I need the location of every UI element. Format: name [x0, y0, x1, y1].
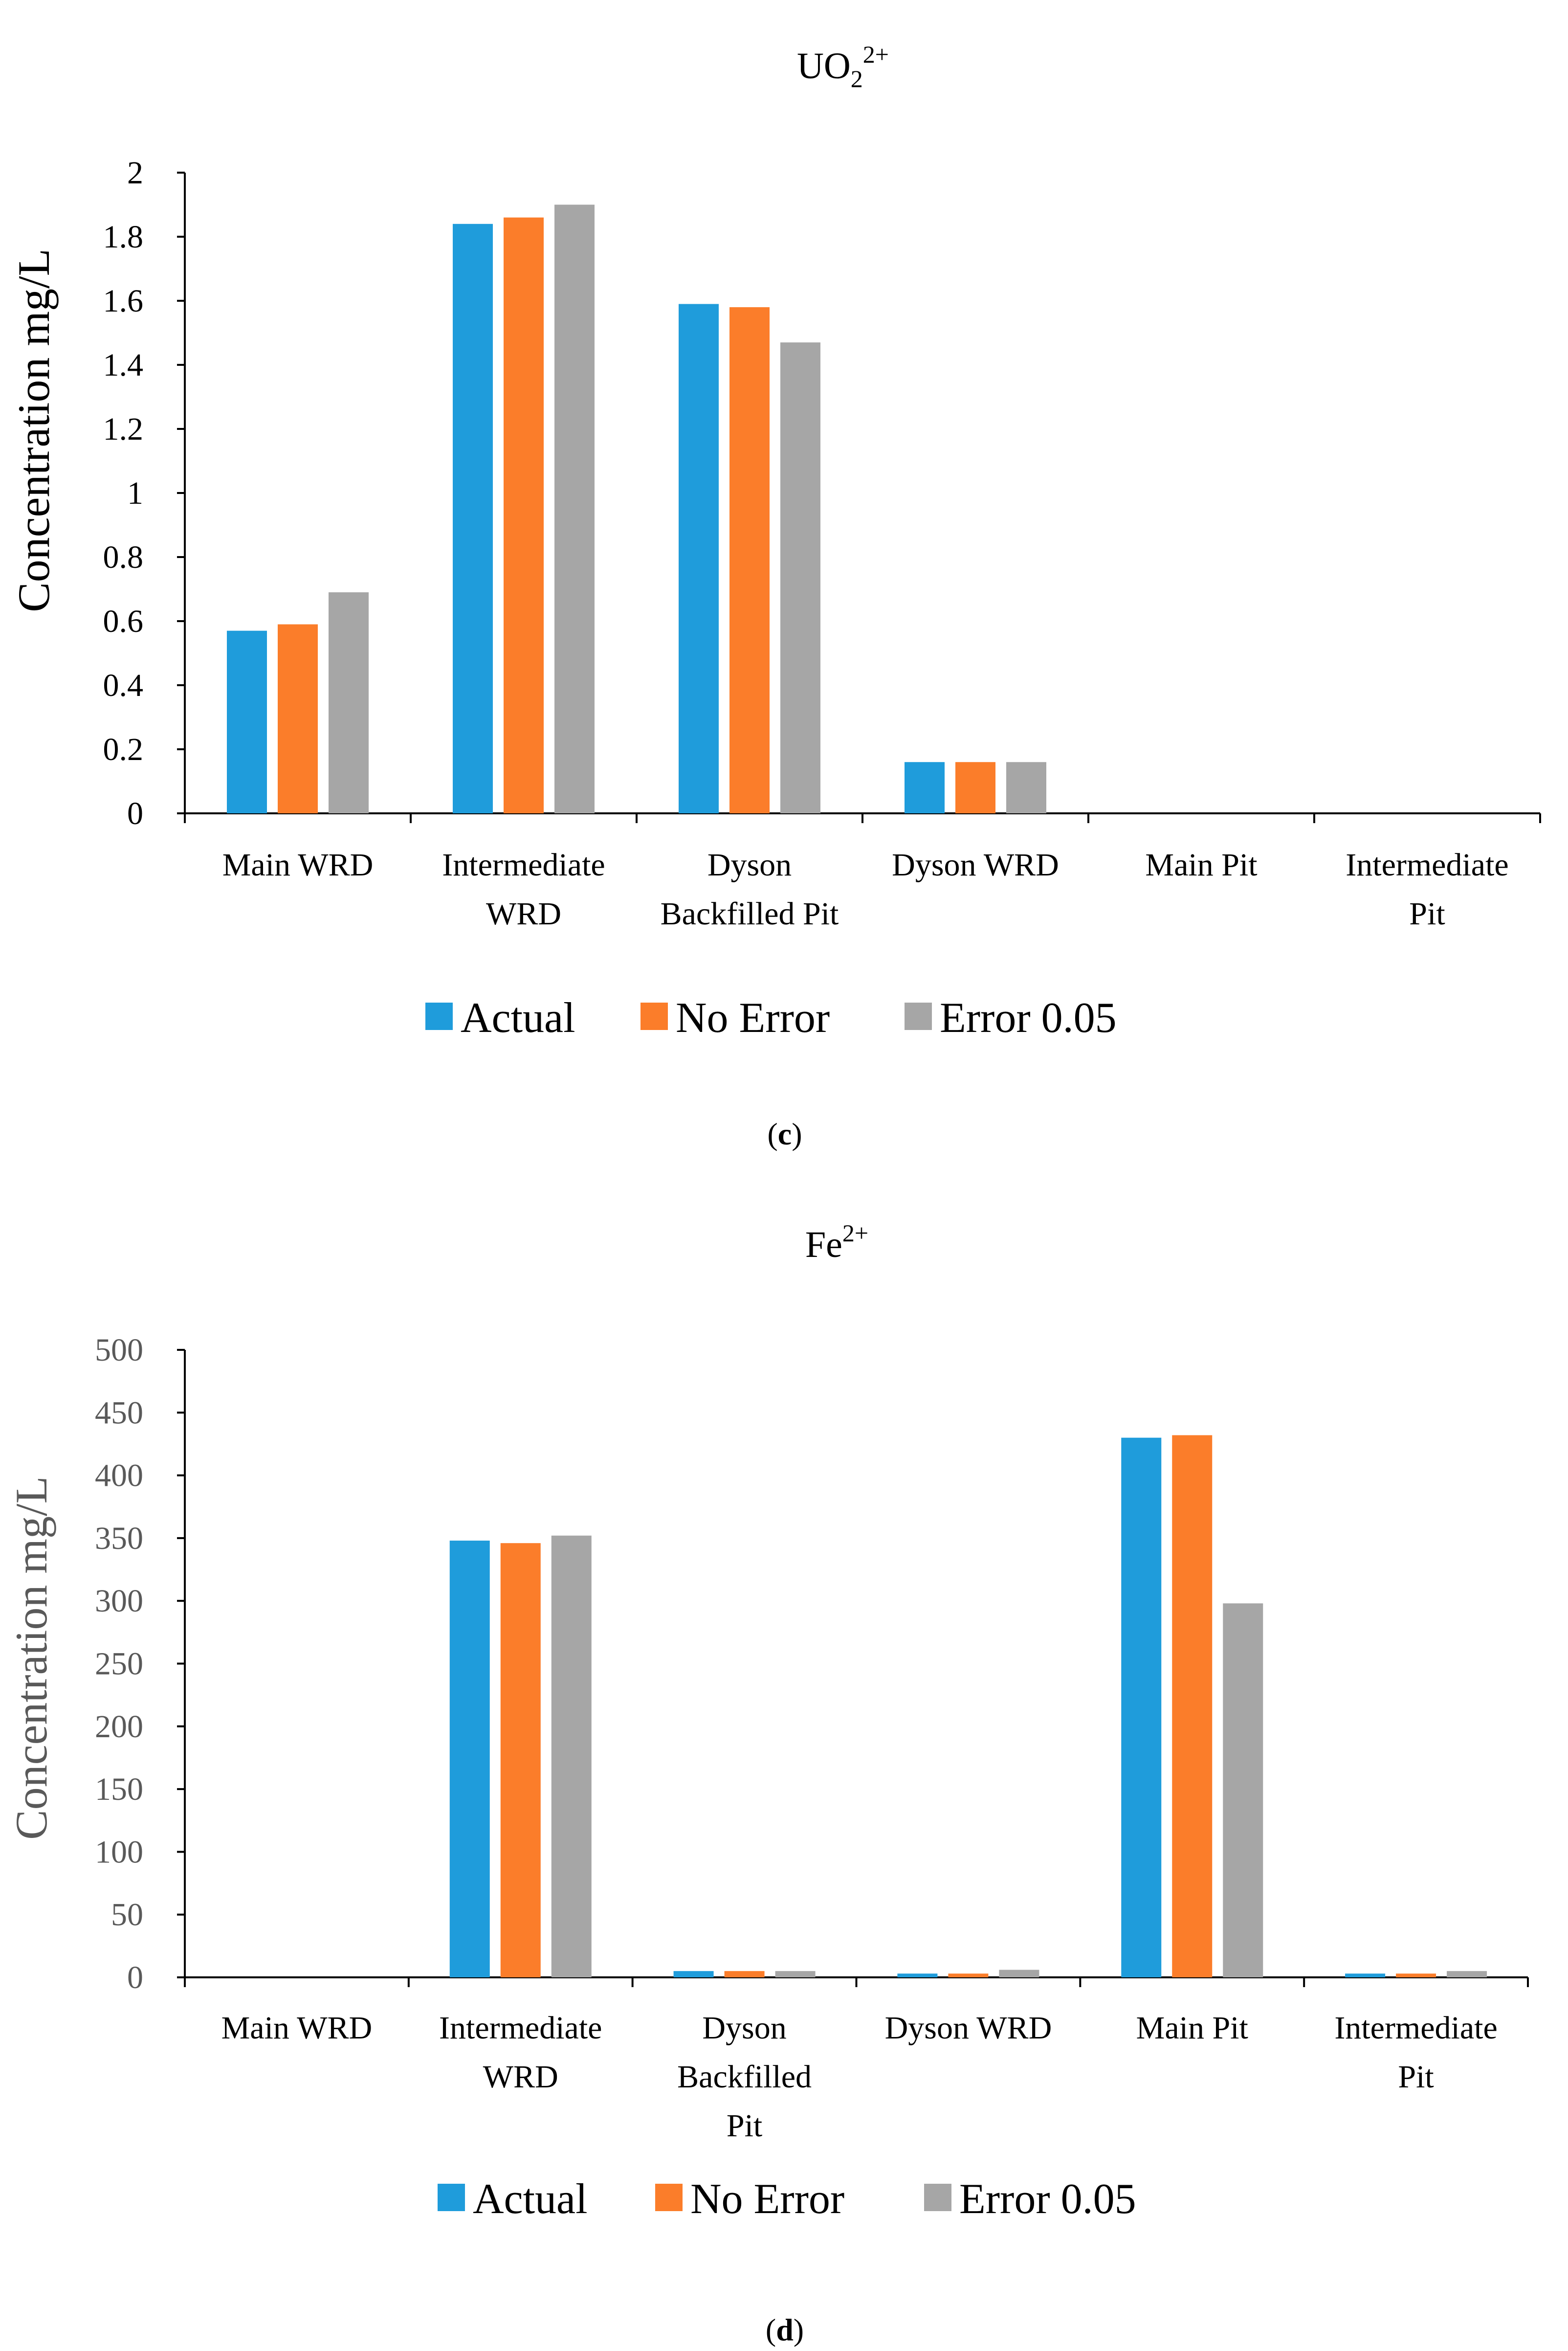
- y-tick-label: 0: [127, 1960, 143, 1995]
- chart-title: Fe2+: [805, 1219, 868, 1265]
- bar-actual: [673, 1971, 714, 1977]
- bar-no-error: [955, 762, 995, 813]
- legend-swatch: [905, 1003, 932, 1030]
- y-tick-label: 50: [111, 1897, 143, 1933]
- y-tick-label: 0.2: [103, 732, 144, 767]
- y-tick-label: 350: [95, 1521, 143, 1556]
- bar-error-0-05: [329, 592, 369, 813]
- legend-label: No Error: [690, 2175, 844, 2223]
- y-tick-label: 150: [95, 1771, 143, 1807]
- y-tick-label: 200: [95, 1709, 143, 1745]
- bar-error-0-05: [999, 1970, 1039, 1977]
- x-category-label: WRD: [486, 896, 561, 932]
- bar-error-0-05: [554, 204, 595, 813]
- legend-label: No Error: [676, 994, 830, 1042]
- bar-error-0-05: [551, 1535, 592, 1977]
- y-tick-label: 400: [95, 1458, 143, 1494]
- legend-label: Actual: [461, 994, 575, 1042]
- bar-error-0-05: [780, 342, 820, 813]
- x-category-label: Main WRD: [222, 847, 374, 883]
- legend-swatch: [924, 2184, 951, 2211]
- x-category-label: Intermediate: [442, 847, 605, 883]
- x-category-label: Intermediate: [1346, 847, 1508, 883]
- x-category-label: Pit: [1409, 896, 1445, 932]
- x-category-label: Pit: [727, 2108, 762, 2144]
- y-tick-label: 250: [95, 1646, 143, 1682]
- y-tick-label: 0.8: [103, 539, 144, 575]
- legend-label: Error 0.05: [940, 994, 1117, 1042]
- bar-actual: [1121, 1437, 1162, 1977]
- y-tick-label: 100: [95, 1834, 143, 1870]
- bar-no-error: [948, 1973, 989, 1977]
- y-axis-label: Concentration mg/L: [6, 1476, 56, 1840]
- x-category-label: WRD: [483, 2059, 558, 2095]
- legend-swatch: [438, 2184, 465, 2211]
- x-category-label: Backfilled Pit: [661, 896, 839, 932]
- bar-no-error: [278, 624, 318, 813]
- y-tick-label: 450: [95, 1395, 143, 1431]
- x-category-label: Backfilled: [677, 2059, 812, 2095]
- y-tick-label: 500: [95, 1332, 143, 1368]
- y-tick-label: 1: [127, 475, 143, 511]
- x-category-label: Dyson WRD: [885, 2010, 1052, 2046]
- y-tick-label: 1.6: [103, 283, 144, 319]
- legend-swatch: [655, 2184, 683, 2211]
- bar-no-error: [1172, 1435, 1213, 1977]
- bar-no-error: [729, 307, 770, 813]
- x-category-label: Dyson: [702, 2010, 786, 2046]
- x-category-label: Intermediate: [1334, 2010, 1497, 2046]
- y-tick-label: 300: [95, 1583, 143, 1619]
- y-tick-label: 1.2: [103, 411, 144, 447]
- bar-actual: [897, 1973, 938, 1977]
- legend-label: Actual: [473, 2175, 588, 2223]
- bar-actual: [905, 762, 945, 813]
- y-tick-label: 0.4: [103, 668, 144, 703]
- bar-actual: [227, 630, 267, 813]
- panel-caption: (d): [766, 2312, 804, 2347]
- y-tick-label: 0.6: [103, 604, 144, 639]
- x-category-label: Main Pit: [1145, 847, 1257, 883]
- x-category-label: Pit: [1398, 2059, 1434, 2095]
- y-tick-label: 0: [127, 796, 143, 831]
- bar-error-0-05: [1006, 762, 1046, 813]
- bar-actual: [1345, 1973, 1386, 1977]
- bar-no-error: [500, 1543, 541, 1977]
- chart-panel-c: UO22+ 0 0.2 0.4 0.6 0.8 1 1.2 1.4 1.6 1.8 2 Concentr…: [9, 41, 1541, 1151]
- bar-no-error: [1396, 1973, 1436, 1977]
- x-category-label: Intermediate: [439, 2010, 602, 2046]
- panel-caption: (c): [767, 1117, 802, 1151]
- bar-actual: [449, 1541, 490, 1977]
- bar-no-error: [504, 217, 544, 814]
- y-tick-label: 1.8: [103, 219, 144, 255]
- x-category-label: Dyson WRD: [892, 847, 1059, 883]
- bar-actual: [453, 224, 493, 813]
- bar-error-0-05: [775, 1971, 816, 1977]
- y-axis-label: Concentration mg/L: [9, 248, 59, 612]
- legend-swatch: [640, 1003, 668, 1030]
- bar-no-error: [724, 1971, 765, 1977]
- chart-panel-d: Fe2+ 0 50 100 150 200 250 300 350 400 450 500 Concen…: [6, 1219, 1529, 2347]
- x-category-label: Main WRD: [221, 2010, 373, 2046]
- y-tick-label: 1.4: [103, 347, 144, 383]
- legend-swatch: [425, 1003, 453, 1030]
- x-category-label: Dyson: [707, 847, 792, 883]
- bar-error-0-05: [1223, 1603, 1263, 1977]
- x-category-label: Main Pit: [1136, 2010, 1248, 2046]
- chart-title: UO22+: [797, 41, 889, 92]
- bar-error-0-05: [1447, 1971, 1487, 1977]
- bar-actual: [679, 304, 719, 813]
- y-tick-label: 2: [127, 155, 143, 191]
- legend-label: Error 0.05: [959, 2175, 1136, 2223]
